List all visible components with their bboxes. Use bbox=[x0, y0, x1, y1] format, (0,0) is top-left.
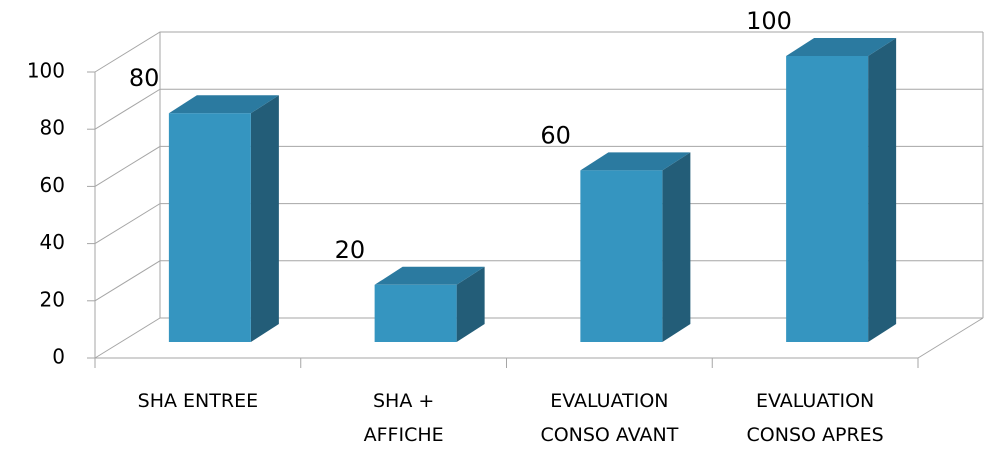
grid-line bbox=[94, 317, 983, 359]
bar-side bbox=[662, 152, 691, 342]
bar-side bbox=[456, 266, 485, 342]
y-tick-label: 20 bbox=[40, 287, 65, 311]
floor-edge bbox=[917, 317, 984, 359]
y-tick-label: 80 bbox=[40, 116, 65, 140]
value-label: 80 bbox=[129, 64, 160, 92]
bar-top bbox=[374, 266, 485, 285]
bar-side bbox=[868, 38, 897, 342]
bar-top bbox=[168, 95, 279, 114]
grid-line bbox=[94, 260, 983, 302]
y-tick-label: 100 bbox=[27, 59, 65, 83]
y-tick-label: 40 bbox=[40, 230, 65, 254]
y-tick-label: 60 bbox=[40, 173, 65, 197]
x-tick-label: EVALUATION CONSO APRES bbox=[746, 390, 884, 446]
value-label: 100 bbox=[746, 7, 792, 35]
bar-top bbox=[580, 152, 691, 171]
value-label: 60 bbox=[540, 121, 571, 149]
x-tick-label: SHA + AFFICHE bbox=[363, 390, 444, 446]
x-tick-label: EVALUATION CONSO AVANT bbox=[540, 390, 679, 446]
bar bbox=[168, 113, 251, 342]
grid-line bbox=[94, 145, 983, 187]
y-tick-label: 0 bbox=[52, 345, 65, 369]
grid-line bbox=[94, 31, 983, 73]
bar bbox=[786, 56, 869, 342]
x-tick-label: SHA ENTREE bbox=[137, 390, 259, 412]
grid-line bbox=[94, 203, 983, 245]
value-label: 20 bbox=[335, 236, 366, 264]
bar-top bbox=[786, 38, 897, 56]
bar bbox=[374, 284, 457, 342]
grid-line bbox=[94, 88, 983, 130]
bar-side bbox=[250, 95, 279, 342]
bar bbox=[580, 170, 663, 342]
